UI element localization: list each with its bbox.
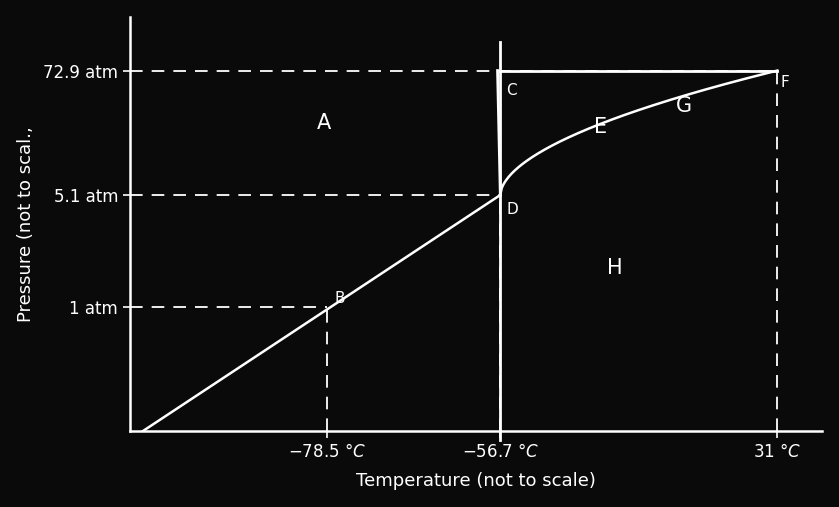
X-axis label: Temperature (not to scale): Temperature (not to scale) — [356, 473, 596, 490]
Y-axis label: Pressure (not to scal.,: Pressure (not to scal., — [17, 126, 34, 322]
Text: A: A — [316, 113, 331, 133]
Text: C: C — [506, 84, 517, 98]
Text: D: D — [507, 202, 519, 216]
Text: H: H — [607, 258, 623, 278]
Text: B: B — [334, 291, 345, 306]
Text: E: E — [594, 117, 607, 137]
Text: F: F — [781, 75, 789, 90]
Text: G: G — [675, 96, 692, 116]
